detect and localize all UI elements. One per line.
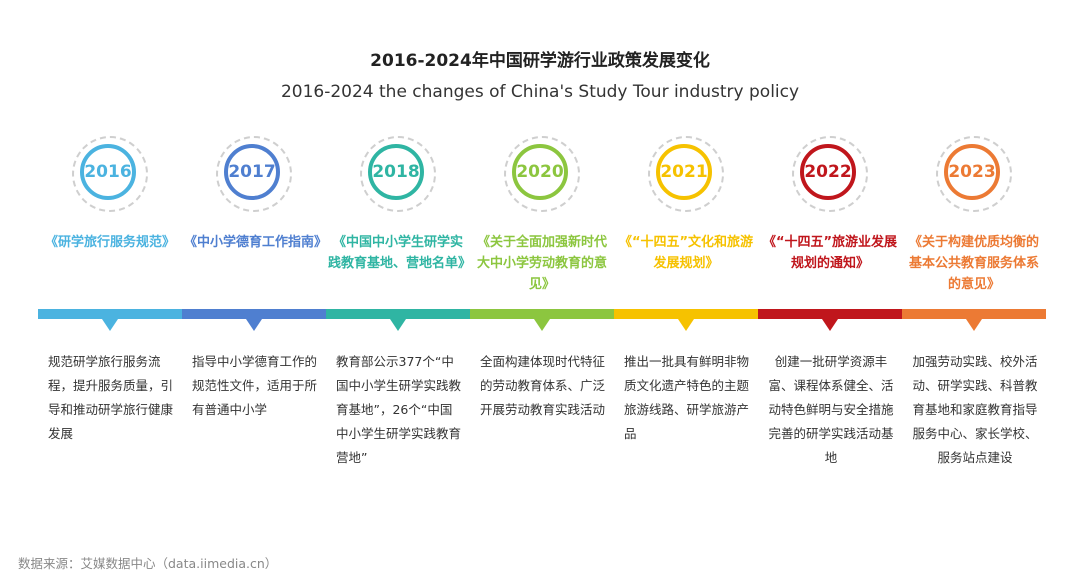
year-circle: 2018	[360, 136, 436, 212]
year-circle: 2016	[72, 136, 148, 212]
pointer-triangle	[246, 319, 262, 331]
timeline-item-2017: 2017 《中小学德育工作指南》 指导中小学德育工作的规范性文件，适用于所有普通…	[182, 0, 328, 573]
year-circle: 2020	[504, 136, 580, 212]
policy-name: 《“十四五”旅游业发展规划的通知》	[762, 235, 898, 271]
policy-description: 全面构建体现时代特征的劳动教育体系、广泛开展劳动教育实践活动	[480, 354, 606, 417]
year-label: 2020	[512, 144, 568, 200]
timeline-bar-segment	[902, 309, 1046, 319]
policy-description: 加强劳动实践、校外活动、研学实践、科普教育基地和家庭教育指导服务中心、家长学校、…	[912, 354, 1038, 465]
timeline-bar-segment	[614, 309, 758, 319]
year-label: 2018	[368, 144, 424, 200]
year-label: 2023	[944, 144, 1000, 200]
policy-name: 《关于构建优质均衡的基本公共教育服务体系的意见》	[908, 235, 1039, 292]
policy-description: 指导中小学德育工作的规范性文件，适用于所有普通中小学	[192, 354, 318, 417]
timeline-item-2016: 2016 《研学旅行服务规范》 规范研学旅行服务流程，提升服务质量，引导和推动研…	[38, 0, 182, 573]
policy-description: 创建一批研学资源丰富、课程体系健全、活动特色鲜明与安全措施完善的研学实践活动基地	[768, 354, 894, 465]
data-source: 数据来源：艾媒数据中心（data.iimedia.cn）	[18, 556, 278, 571]
year-circle: 2017	[216, 136, 292, 212]
policy-name: 《“十四五”文化和旅游发展规划》	[618, 235, 754, 271]
timeline-item-2022: 2022 《“十四五”旅游业发展规划的通知》 创建一批研学资源丰富、课程体系健全…	[758, 0, 902, 573]
year-label: 2017	[224, 144, 280, 200]
year-label: 2016	[80, 144, 136, 200]
year-circle: 2021	[648, 136, 724, 212]
policy-description: 规范研学旅行服务流程，提升服务质量，引导和推动研学旅行健康发展	[48, 354, 174, 441]
policy-description: 推出一批具有鲜明非物质文化遗产特色的主题旅游线路、研学旅游产品	[624, 354, 750, 441]
timeline-bar-segment	[470, 309, 614, 319]
pointer-triangle	[534, 319, 550, 331]
year-label: 2021	[656, 144, 712, 200]
timeline-bar-segment	[758, 309, 902, 319]
policy-name: 《关于全面加强新时代大中小学劳动教育的意见》	[476, 235, 607, 292]
pointer-triangle	[390, 319, 406, 331]
pointer-triangle	[822, 319, 838, 331]
policy-name: 《中国中小学生研学实践教育基地、营地名单》	[328, 235, 472, 271]
year-label: 2022	[800, 144, 856, 200]
chart-subtitle: 2016-2024 the changes of China's Study T…	[280, 82, 800, 102]
policy-name: 《中小学德育工作指南》	[184, 235, 328, 250]
timeline-bar-segment	[182, 309, 326, 319]
pointer-triangle	[966, 319, 982, 331]
timeline-item-2021: 2021 《“十四五”文化和旅游发展规划》 推出一批具有鲜明非物质文化遗产特色的…	[614, 0, 758, 573]
pointer-triangle	[102, 319, 118, 331]
timeline-bar-segment	[38, 309, 182, 319]
year-circle: 2023	[936, 136, 1012, 212]
policy-name: 《研学旅行服务规范》	[44, 235, 175, 250]
pointer-triangle	[678, 319, 694, 331]
policy-description: 教育部公示377个“中国中小学生研学实践教育基地”，26个“中国中小学生研学实践…	[336, 354, 462, 465]
year-circle: 2022	[792, 136, 868, 212]
timeline-bar-segment	[326, 309, 470, 319]
timeline-item-2018: 2018 《中国中小学生研学实践教育基地、营地名单》 教育部公示377个“中国中…	[326, 0, 472, 573]
chart-title: 2016-2024年中国研学游行业政策发展变化	[370, 51, 710, 71]
timeline-item-2020: 2020 《关于全面加强新时代大中小学劳动教育的意见》 全面构建体现时代特征的劳…	[470, 0, 614, 573]
timeline-item-2023: 2023 《关于构建优质均衡的基本公共教育服务体系的意见》 加强劳动实践、校外活…	[902, 0, 1046, 573]
